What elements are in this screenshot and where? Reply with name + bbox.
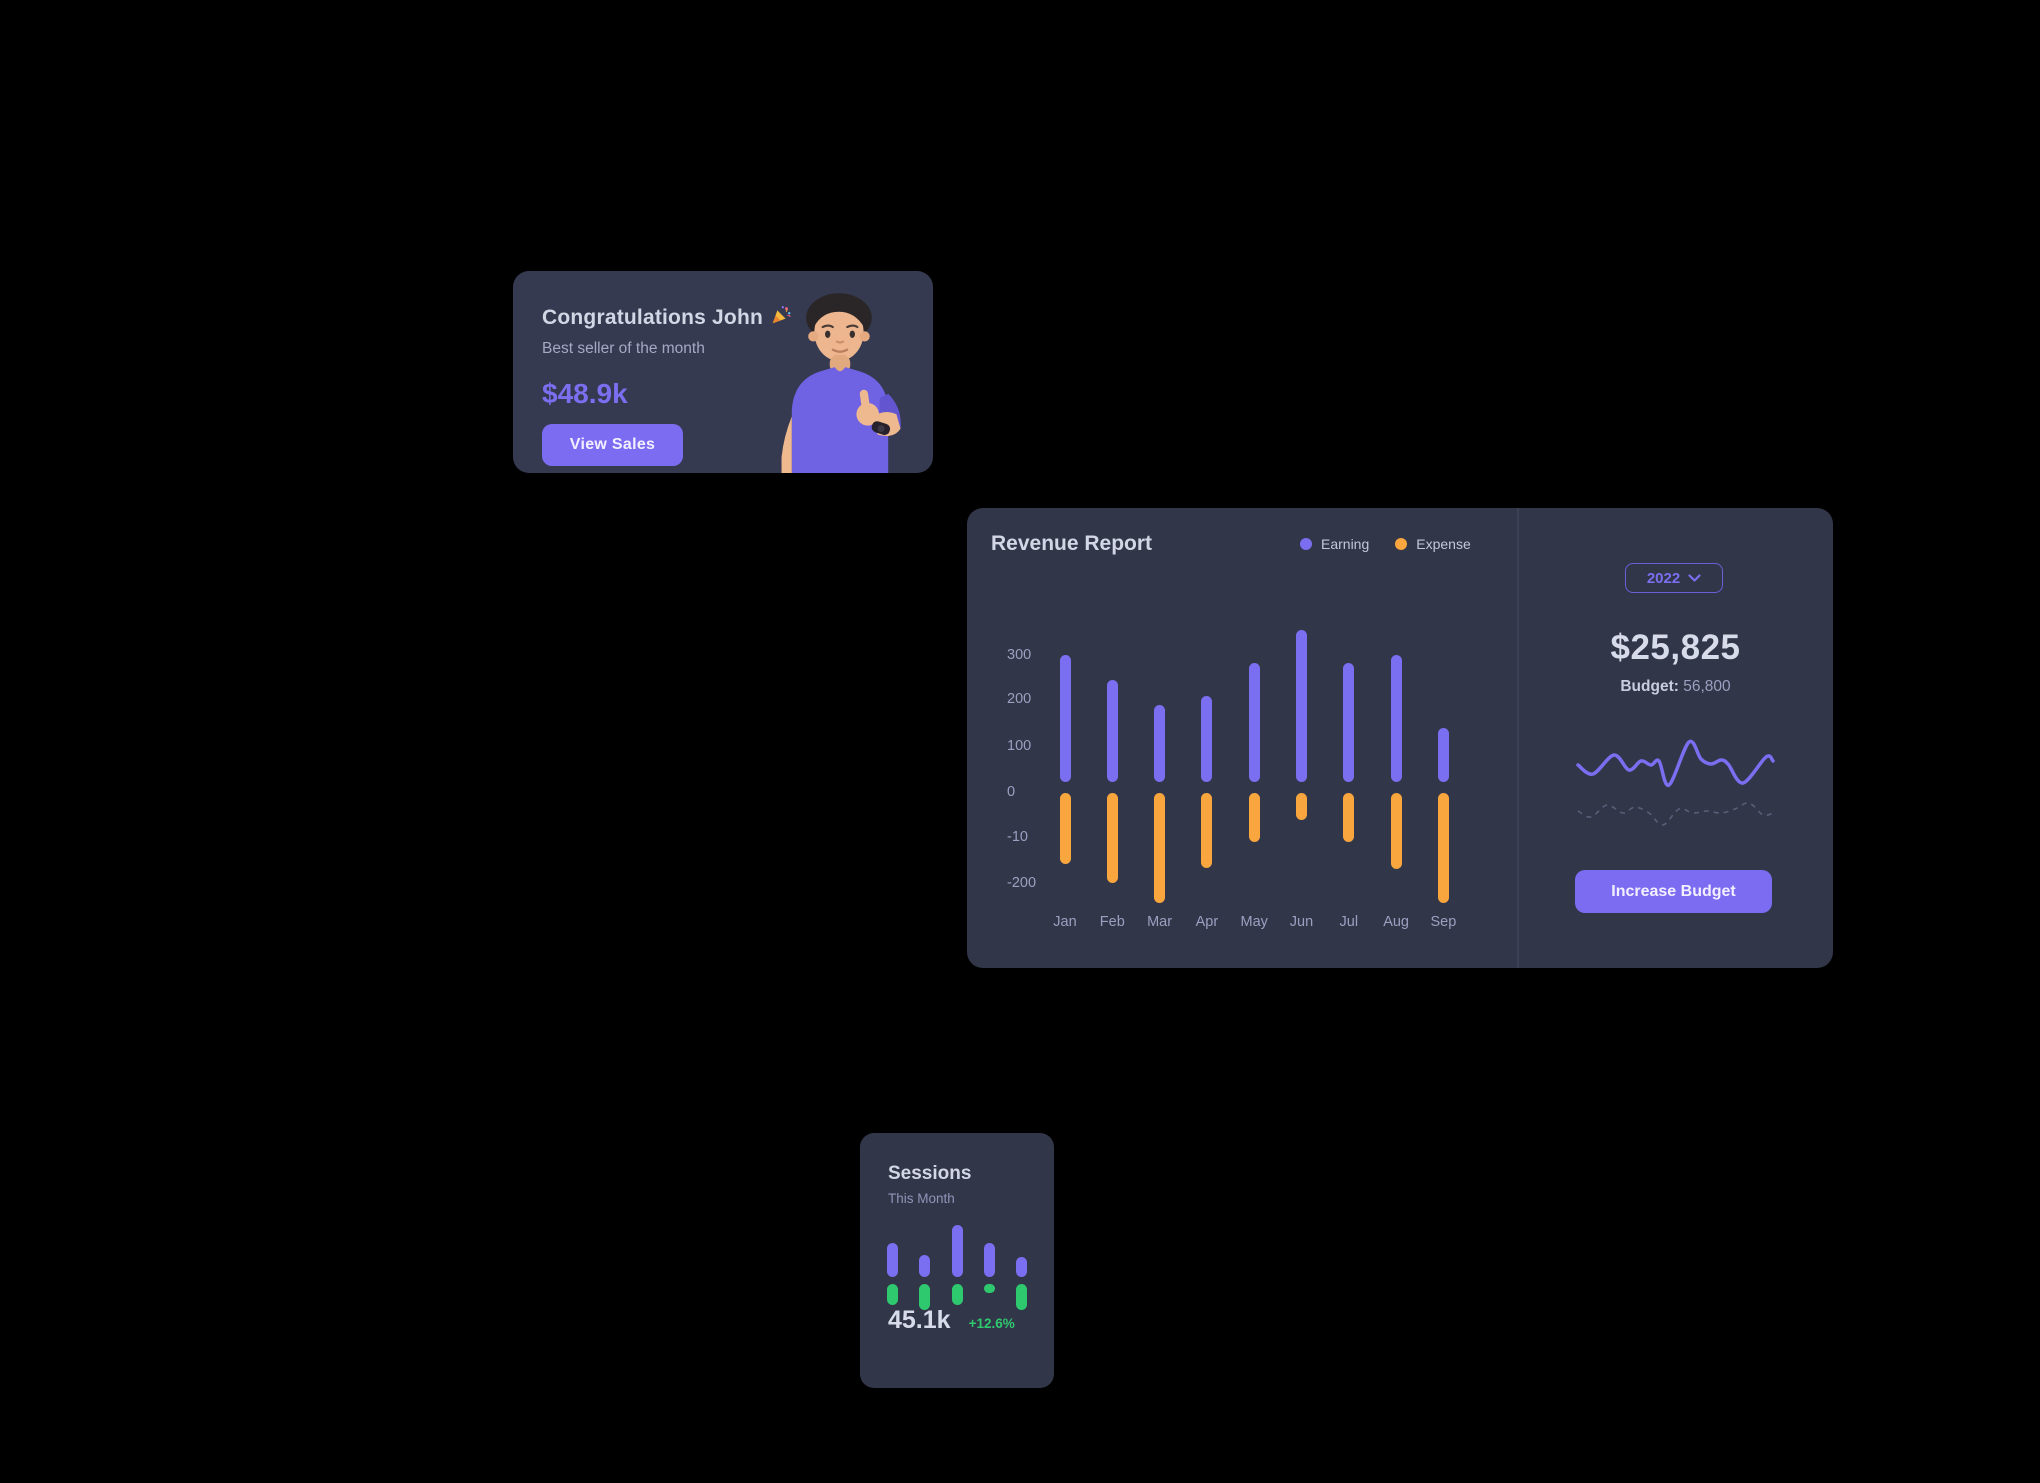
session-bar-up: [983, 1243, 995, 1277]
expense-bar: [1201, 793, 1213, 868]
y-axis-tick: 100: [1007, 738, 1032, 754]
sessions-card: Sessions This Month 45.1k +12.6%: [860, 1133, 1054, 1388]
sessions-footer: 45.1k +12.6%: [888, 1306, 1038, 1335]
congrats-title: Congratulations John: [542, 304, 933, 332]
budget-line: Budget: 56,800: [1518, 678, 1833, 696]
earning-bar: [1201, 696, 1213, 782]
earning-dot-icon: [1300, 538, 1312, 550]
expense-bar: [1296, 793, 1307, 820]
budget-label: Budget:: [1620, 678, 1679, 695]
budget-value: 56,800: [1683, 678, 1731, 695]
increase-budget-button[interactable]: Increase Budget: [1575, 870, 1772, 913]
session-bar-down: [983, 1284, 995, 1293]
expense-bar: [1343, 793, 1355, 843]
congratulations-card: Congratulations John Best seller of the …: [513, 271, 933, 473]
earning-bar: [1059, 655, 1071, 782]
earning-bar: [1106, 680, 1118, 782]
sessions-title: Sessions: [888, 1163, 972, 1184]
session-bar-down: [919, 1284, 931, 1310]
congrats-subtitle: Best seller of the month: [542, 340, 705, 357]
budget-trend-dashed-line: [1577, 802, 1774, 826]
session-bar-up: [887, 1243, 898, 1277]
expense-bar: [1154, 793, 1166, 903]
expense-bar: [1437, 793, 1449, 903]
y-axis-tick: 200: [1007, 691, 1032, 707]
legend-label-expense: Expense: [1416, 536, 1471, 552]
earning-bar: [1154, 705, 1166, 782]
x-axis-label: May: [1240, 914, 1268, 930]
congrats-title-text: Congratulations John: [542, 306, 763, 329]
legend-label-earning: Earning: [1321, 536, 1370, 552]
card-divider: [1517, 508, 1519, 968]
congrats-amount: $48.9k: [542, 378, 628, 409]
session-bar-down: [951, 1284, 963, 1305]
revenue-chart-section: Revenue Report Earning Expense 300 200 100…: [967, 508, 1517, 968]
sessions-subtitle: This Month: [888, 1191, 955, 1206]
expense-dot-icon: [1395, 538, 1408, 550]
revenue-report-title: Revenue Report: [991, 532, 1153, 555]
expense-bar: [1059, 793, 1071, 865]
revenue-amount: $25,825: [1610, 628, 1741, 667]
session-bar-up: [951, 1225, 963, 1277]
sessions-mini-chart: [860, 1133, 1054, 1388]
legend-item-earning: Earning: [1300, 536, 1369, 552]
earning-bar: [1437, 728, 1449, 782]
earning-bar: [1390, 655, 1402, 782]
session-bar-up: [919, 1255, 931, 1277]
x-axis-label: Apr: [1195, 914, 1219, 930]
revenue-report-card: Revenue Report Earning Expense 300 200 100…: [967, 508, 1833, 968]
sessions-value: 45.1k: [888, 1306, 951, 1334]
expense-bar: [1390, 793, 1402, 869]
year-select[interactable]: 2022: [1625, 563, 1723, 593]
session-bar-down: [1016, 1284, 1028, 1310]
view-sales-button[interactable]: View Sales: [542, 424, 683, 466]
x-axis-label: Sep: [1430, 914, 1457, 930]
x-axis-label: Aug: [1383, 914, 1409, 930]
y-axis-tick: -200: [1007, 875, 1037, 891]
revenue-summary-panel: 2022 $25,825 Budget: 56,800 Increase Bud…: [1518, 508, 1833, 968]
x-axis-label: Jul: [1339, 914, 1359, 930]
expense-bar: [1248, 793, 1260, 843]
revenue-bar-plot: 300 200 100 0 -10 -200 Jan Feb Mar Apr May Jun Jul Au…: [967, 508, 1517, 968]
party-popper-icon: [770, 304, 792, 332]
x-axis-label: Mar: [1147, 914, 1173, 930]
budget-trend-line: [1576, 739, 1775, 787]
legend-item-expense: Expense: [1395, 536, 1471, 552]
sessions-delta: +12.6%: [968, 1316, 1015, 1331]
chevron-down-icon: [1688, 573, 1701, 582]
revenue-legend: Earning Expense: [1300, 536, 1471, 552]
session-bar-up: [1016, 1257, 1028, 1277]
seller-avatar-illustration: [781, 293, 901, 473]
earning-bar: [1248, 663, 1260, 782]
x-axis-label: Jun: [1289, 914, 1314, 930]
session-bar-down: [887, 1284, 898, 1305]
expense-bar: [1106, 793, 1118, 884]
year-select-value: 2022: [1646, 569, 1681, 587]
earning-bar: [1343, 663, 1355, 782]
x-axis-label: Feb: [1099, 914, 1125, 930]
y-axis-tick: -10: [1007, 829, 1028, 845]
y-axis-tick: 0: [1007, 784, 1016, 800]
y-axis-tick: 300: [1007, 647, 1032, 663]
earning-bar: [1296, 629, 1307, 782]
x-axis-label: Jan: [1053, 914, 1077, 930]
